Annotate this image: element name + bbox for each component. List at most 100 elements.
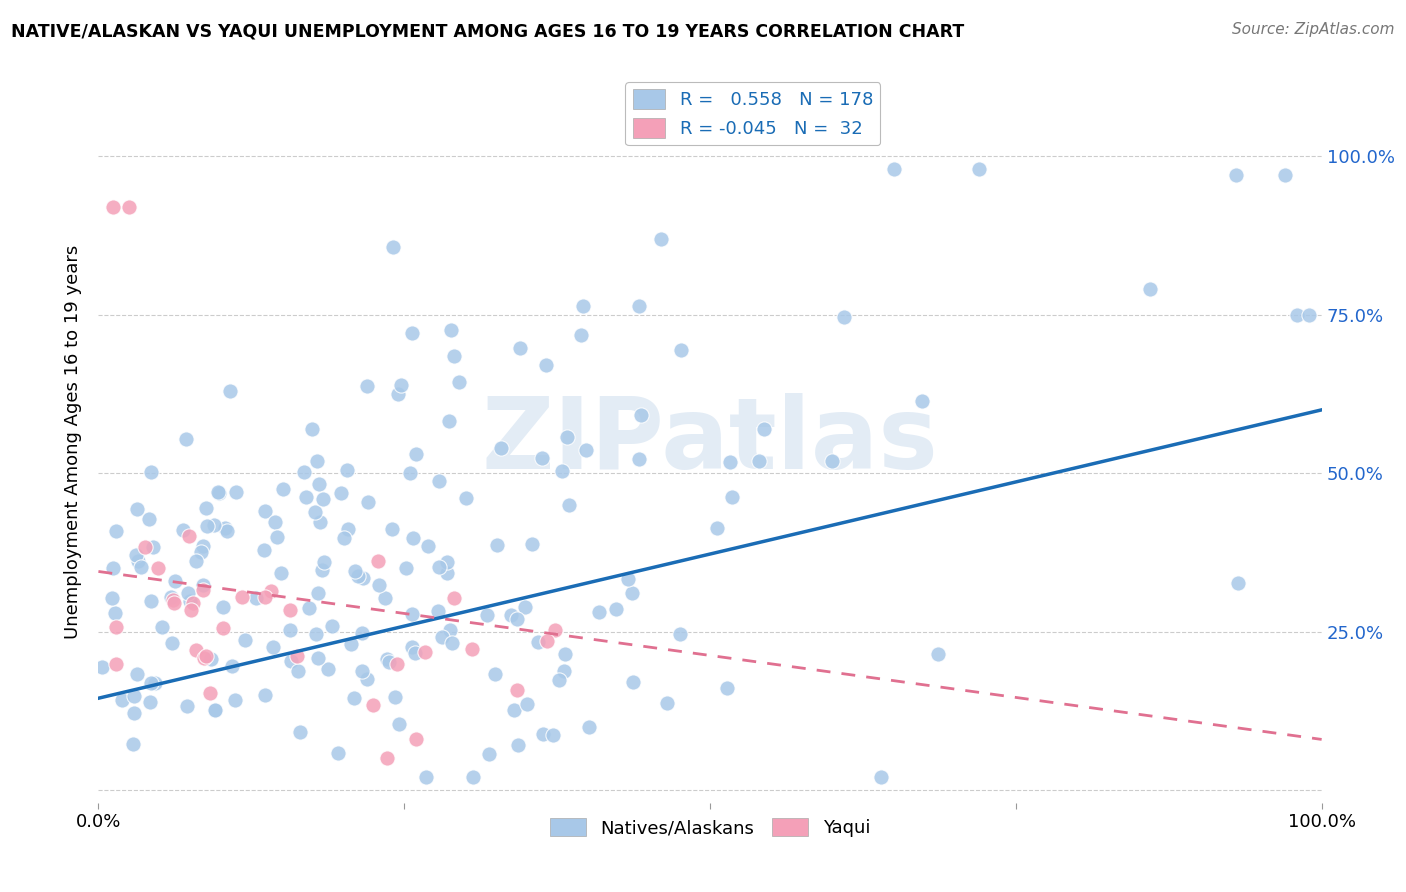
Point [650,232,672,246]
Point [288,724,311,739]
Point [548,673,571,687]
Point [367,553,389,567]
Point [478,747,501,762]
Point [706,521,728,535]
Point [225,484,247,499]
Point [346,568,368,582]
Point [259,583,281,598]
Point [620,586,643,600]
Point [352,571,374,585]
Point [127,667,149,681]
Point [350,664,373,678]
Point [337,522,360,536]
Point [375,652,398,666]
Point [254,504,277,518]
Point [221,659,243,673]
Point [208,486,231,500]
Point [440,635,463,649]
Point [395,561,418,575]
Legend: Natives/Alaskans, Yaqui: Natives/Alaskans, Yaqui [543,811,877,845]
Point [461,642,484,657]
Point [1139,282,1161,296]
Point [350,626,373,640]
Point [910,393,932,408]
Point [298,600,321,615]
Point [245,591,267,606]
Point [308,476,330,491]
Point [1225,169,1247,183]
Point [308,515,330,529]
Point [212,600,235,615]
Point [118,200,141,214]
Point [200,685,222,699]
Point [401,326,423,340]
Point [516,698,538,712]
Point [575,442,598,457]
Point [506,612,529,626]
Point [1274,169,1296,183]
Point [122,706,145,721]
Point [541,728,564,742]
Point [193,582,215,597]
Point [278,603,301,617]
Point [531,727,554,741]
Point [294,490,316,504]
Point [415,771,437,785]
Point [401,640,423,655]
Point [387,387,409,401]
Point [1298,308,1320,322]
Point [404,646,426,660]
Point [204,703,226,717]
Text: Source: ZipAtlas.com: Source: ZipAtlas.com [1232,22,1395,37]
Point [427,474,450,488]
Point [176,699,198,714]
Point [534,358,557,372]
Point [463,771,485,785]
Point [454,491,477,505]
Point [554,648,576,662]
Point [927,648,949,662]
Point [515,599,537,614]
Point [447,375,470,389]
Point [718,455,741,469]
Point [555,430,578,444]
Point [821,453,844,467]
Point [883,161,905,176]
Point [190,545,212,559]
Point [252,542,274,557]
Point [551,465,574,479]
Point [195,649,218,664]
Point [530,450,553,465]
Point [344,564,367,578]
Point [143,675,166,690]
Point [381,239,404,253]
Point [655,696,678,710]
Point [436,566,458,580]
Point [266,530,288,544]
Point [138,512,160,526]
Point [273,482,295,496]
Point [569,327,592,342]
Point [443,591,465,605]
Point [184,554,207,568]
Point [332,531,354,545]
Point [193,651,215,665]
Point [312,492,335,507]
Point [1286,308,1309,322]
Point [752,422,775,436]
Point [588,605,610,619]
Point [443,349,465,363]
Point [748,453,770,467]
Point [104,606,127,620]
Text: ZIPatlas: ZIPatlas [482,393,938,490]
Point [399,467,422,481]
Point [343,691,366,706]
Point [204,703,226,717]
Point [231,590,253,604]
Point [104,657,127,672]
Point [263,515,285,529]
Point [440,323,463,337]
Point [721,491,744,505]
Point [669,343,692,357]
Point [305,626,328,640]
